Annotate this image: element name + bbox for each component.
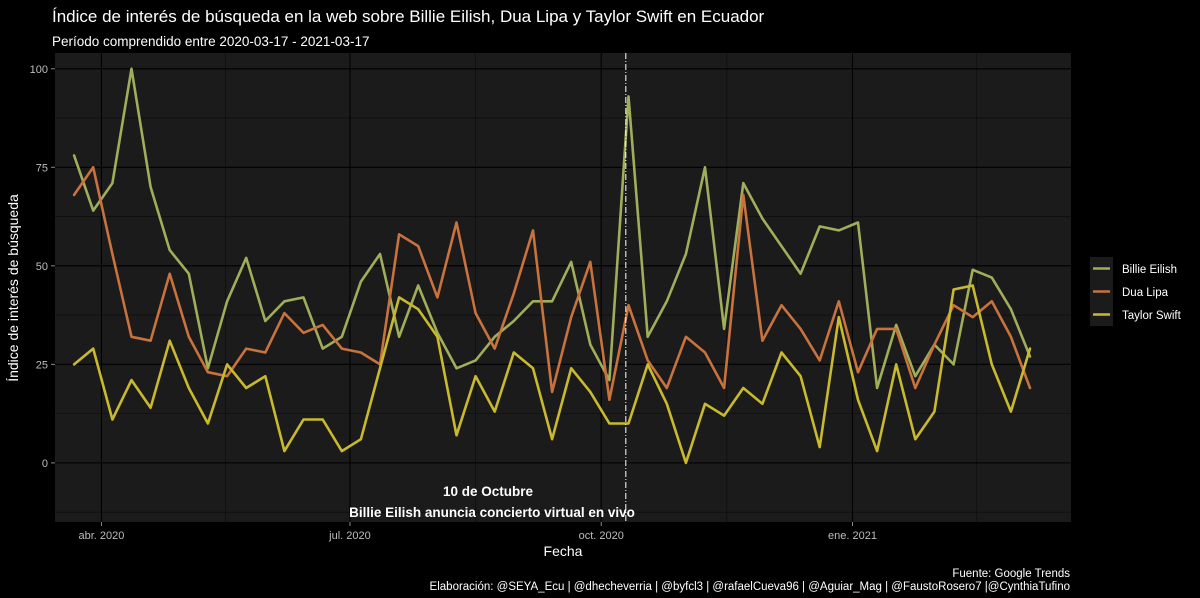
series-lines [72, 67, 1032, 465]
x-tick-label: ene. 2021 [828, 530, 877, 542]
x-tick-label: oct. 2020 [579, 530, 624, 542]
series-line-1 [72, 67, 1032, 390]
legend-label: Billie Eilish [1122, 264, 1177, 276]
y-tick-label: 75 [36, 162, 48, 174]
series-line-3 [72, 284, 1032, 465]
plot-panel [55, 53, 1071, 522]
y-tick-label: 100 [30, 64, 48, 76]
event-label-text: Billie Eilish anuncia concierto virtual … [349, 505, 635, 520]
x-axis-ticks: abr. 2020 jul. 2020 oct. 2020 ene. 2021 [78, 522, 877, 542]
x-tick-label: jul. 2020 [328, 530, 371, 542]
x-axis-title: Fecha [544, 543, 583, 559]
y-axis-ticks: 0 25 50 75 100 [30, 64, 55, 470]
y-tick-label: 25 [36, 359, 48, 371]
series-line-2 [72, 166, 1032, 402]
y-tick-label: 50 [36, 261, 48, 273]
y-axis-title: Índice de interés de búsqueda [5, 194, 21, 382]
legend: Billie Eilish Dua Lipa Taylor Swift [1090, 257, 1182, 326]
caption-source: Fuente: Google Trends [952, 568, 1070, 580]
grid-major [55, 53, 1071, 522]
legend-label: Taylor Swift [1122, 310, 1182, 322]
legend-label: Dua Lipa [1122, 287, 1169, 299]
event-label-date: 10 de Octubre [443, 484, 534, 499]
chart-title: Índice de interés de búsqueda en la web … [52, 7, 765, 26]
x-tick-label: abr. 2020 [78, 530, 124, 542]
caption-credits: Elaboración: @SEYA_Ecu | @dhecheverria |… [430, 581, 1070, 593]
y-tick-label: 0 [42, 458, 48, 470]
chart-subtitle: Período comprendido entre 2020-03-17 - 2… [52, 34, 369, 49]
event-annotation: 10 de Octubre Billie Eilish anuncia conci… [349, 53, 635, 522]
